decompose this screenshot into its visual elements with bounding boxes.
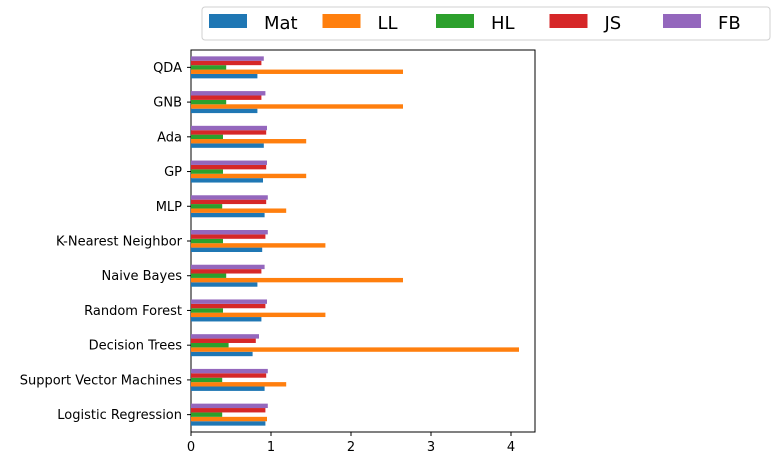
x-tick-label: 2 xyxy=(347,440,355,455)
bar-hl-9 xyxy=(191,99,227,105)
bar-mat-9 xyxy=(191,108,258,114)
legend-label-ll: LL xyxy=(378,13,398,34)
bar-fb-7 xyxy=(191,160,267,165)
bar-mat-5 xyxy=(191,247,263,252)
bar-ll-2 xyxy=(191,347,519,352)
bar-fb-9 xyxy=(191,91,266,96)
bar-ll-8 xyxy=(191,139,307,144)
bar-mat-1 xyxy=(191,386,265,391)
x-tick-label: 3 xyxy=(427,440,435,455)
bar-hl-0 xyxy=(191,412,223,417)
bar-fb-2 xyxy=(191,334,259,339)
bar-ll-1 xyxy=(191,382,287,387)
bar-mat-3 xyxy=(191,317,262,322)
bar-ll-5 xyxy=(191,243,326,248)
bar-fb-6 xyxy=(191,195,268,200)
x-tick-label: 1 xyxy=(267,440,275,455)
bar-fb-8 xyxy=(191,125,267,131)
y-tick-label: Logistic Regression xyxy=(57,408,182,423)
bar-fb-0 xyxy=(191,403,268,409)
legend-swatch-mat xyxy=(209,14,247,28)
bar-fb-1 xyxy=(191,368,268,374)
bar-ll-6 xyxy=(191,208,287,213)
legend-label-mat: Mat xyxy=(264,13,298,34)
bar-js-5 xyxy=(191,234,266,239)
bar-js-7 xyxy=(191,164,267,170)
legend-label-js: JS xyxy=(604,13,622,34)
legend-swatch-ll xyxy=(322,14,361,28)
bar-js-1 xyxy=(191,373,267,378)
bar-hl-3 xyxy=(191,308,223,313)
bar-mat-2 xyxy=(191,351,253,357)
y-tick-label: MLP xyxy=(156,200,182,215)
y-tick-label: Random Forest xyxy=(84,304,182,319)
bar-mat-0 xyxy=(191,421,266,426)
bar-mat-6 xyxy=(191,212,265,218)
bar-mat-10 xyxy=(191,73,258,79)
bar-js-4 xyxy=(191,269,262,274)
x-axis: 0 1 2 3 4 xyxy=(187,432,515,455)
y-tick-label: K-Nearest Neighbor xyxy=(56,235,183,250)
bar-mat-4 xyxy=(191,282,258,287)
bar-hl-2 xyxy=(191,342,229,348)
legend: Mat LL HL JS FB xyxy=(201,6,771,41)
bar-hl-10 xyxy=(191,65,227,70)
bar-js-0 xyxy=(191,408,266,413)
legend-swatch-fb xyxy=(663,14,701,28)
legend-label-hl: HL xyxy=(491,13,515,34)
bar-js-3 xyxy=(191,303,266,309)
bar-hl-5 xyxy=(191,238,223,244)
x-tick-label: 4 xyxy=(507,440,515,455)
bar-js-9 xyxy=(191,95,262,100)
y-tick-label: QDA xyxy=(153,61,182,76)
bar-hl-1 xyxy=(191,377,223,383)
y-tick-label: Naive Bayes xyxy=(102,269,183,284)
bar-hl-6 xyxy=(191,204,223,209)
y-tick-label: GP xyxy=(164,165,182,180)
bar-ll-10 xyxy=(191,69,403,74)
legend-label-fb: FB xyxy=(718,13,741,34)
y-tick-label: GNB xyxy=(153,96,182,111)
bar-mat-8 xyxy=(191,143,264,148)
bar-ll-9 xyxy=(191,104,403,109)
bar-fb-4 xyxy=(191,264,265,270)
bar-js-2 xyxy=(191,338,256,343)
bar-js-6 xyxy=(191,199,267,205)
bar-ll-7 xyxy=(191,173,307,179)
bar-mat-7 xyxy=(191,178,263,183)
y-tick-label: Support Vector Machines xyxy=(20,373,182,388)
legend-swatch-hl xyxy=(436,14,474,28)
bar-fb-3 xyxy=(191,299,267,304)
bar-hl-4 xyxy=(191,273,227,278)
bars-group xyxy=(191,56,519,426)
plot-area xyxy=(190,49,536,433)
y-axis: Logistic Regression Support Vector Machin… xyxy=(20,61,191,423)
y-tick-label: Decision Trees xyxy=(89,339,183,354)
bar-js-10 xyxy=(191,60,262,66)
bar-hl-7 xyxy=(191,169,223,174)
bar-fb-10 xyxy=(191,56,264,61)
bar-ll-0 xyxy=(191,416,267,422)
x-tick-label: 0 xyxy=(187,440,195,455)
bar-fb-5 xyxy=(191,230,268,235)
legend-swatch-js xyxy=(549,14,588,28)
bar-hl-8 xyxy=(191,134,223,140)
bar-ll-3 xyxy=(191,312,326,318)
bar-js-8 xyxy=(191,130,267,135)
bar-ll-4 xyxy=(191,277,403,283)
y-tick-label: Ada xyxy=(157,130,182,145)
